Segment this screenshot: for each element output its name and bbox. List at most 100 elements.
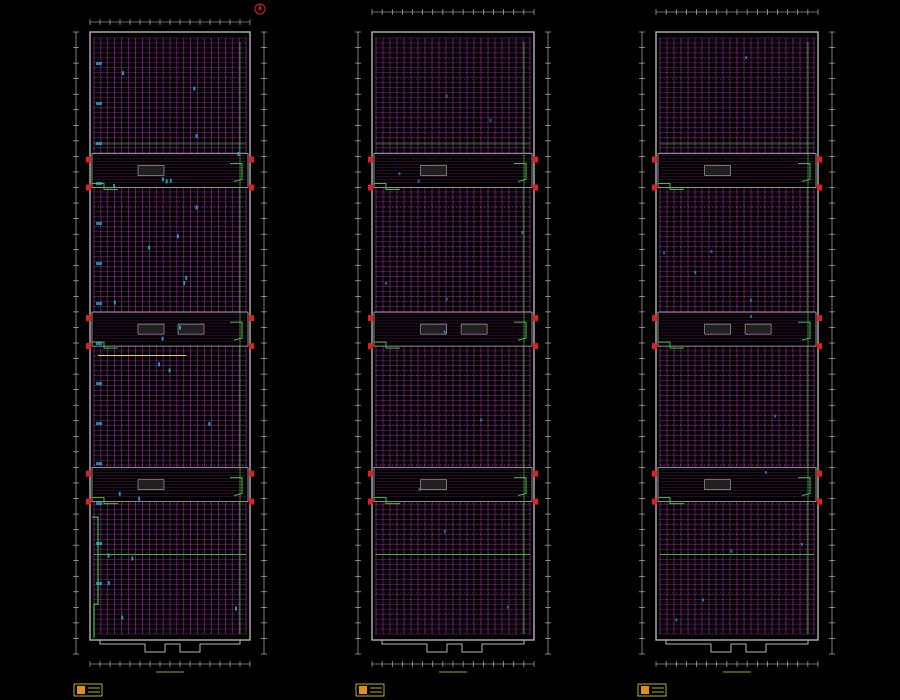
device-marker: [96, 462, 102, 465]
column-marker: [86, 498, 91, 505]
building-outline: [89, 31, 251, 641]
column-marker: [533, 156, 538, 163]
pipe-run: [92, 516, 99, 638]
stair-core: [704, 323, 731, 335]
column-marker: [817, 343, 822, 350]
floor-plan-sheet-1: [73, 3, 267, 697]
device-marker: [675, 618, 678, 622]
device-marker: [96, 342, 102, 345]
device-marker: [730, 549, 733, 553]
stair-core: [744, 323, 772, 335]
column-marker: [368, 470, 373, 477]
column-marker: [652, 156, 657, 163]
title-block-stamp: [637, 683, 667, 697]
device-marker: [96, 262, 102, 265]
column-marker: [368, 343, 373, 350]
title-block-frame: [73, 683, 103, 697]
entrance-wall: [665, 640, 809, 653]
device-marker: [237, 152, 240, 157]
column-marker: [533, 498, 538, 505]
device-marker: [138, 496, 141, 501]
column-marker: [817, 470, 822, 477]
stair-core: [704, 479, 731, 490]
column-marker: [86, 315, 91, 322]
column-marker: [533, 315, 538, 322]
pipe-run: [92, 497, 118, 505]
column-marker: [86, 184, 91, 191]
device-marker: [168, 368, 171, 373]
device-marker: [694, 271, 697, 275]
device-marker: [745, 56, 748, 60]
column-marker: [86, 470, 91, 477]
device-marker: [749, 298, 752, 302]
device-marker: [418, 488, 421, 492]
column-marker: [249, 315, 254, 322]
pipe-run: [658, 497, 684, 505]
column-marker: [249, 343, 254, 350]
title-block-stamp: [73, 683, 103, 697]
column-marker: [368, 156, 373, 163]
column-marker: [817, 498, 822, 505]
north-arrow-pointer: [258, 4, 262, 11]
device-marker: [443, 330, 446, 334]
device-marker: [113, 300, 116, 305]
building-outline: [371, 31, 535, 641]
device-marker: [208, 421, 211, 426]
stair-core: [420, 323, 447, 335]
column-marker: [249, 184, 254, 191]
column-marker: [86, 343, 91, 350]
device-marker: [96, 102, 102, 105]
title-block-logo: [77, 686, 85, 694]
device-marker: [96, 502, 102, 505]
pipe-run: [658, 341, 684, 349]
device-marker: [96, 422, 102, 425]
column-marker: [249, 156, 254, 163]
device-marker: [445, 297, 448, 301]
column-marker: [249, 470, 254, 477]
device-marker: [417, 179, 420, 183]
pipe-run: [374, 341, 400, 349]
title-block-logo: [359, 686, 367, 694]
device-marker: [158, 362, 161, 367]
stair-core: [137, 165, 165, 176]
title-block-frame: [355, 683, 385, 697]
column-marker: [368, 498, 373, 505]
device-marker: [193, 86, 196, 91]
device-marker: [764, 471, 767, 475]
pipe-run: [374, 183, 400, 191]
north-arrow-icon: [254, 3, 266, 15]
pipe-run: [658, 183, 684, 191]
device-marker: [178, 325, 181, 330]
stair-core: [420, 479, 447, 490]
column-marker: [817, 156, 822, 163]
pipe-run: [798, 477, 811, 497]
pipe-run: [798, 321, 811, 341]
device-marker: [183, 281, 186, 286]
pipe-run: [514, 163, 527, 182]
device-marker: [489, 118, 492, 122]
stair-core: [137, 323, 165, 335]
pipe-run: [230, 477, 243, 497]
stair-core: [177, 323, 205, 335]
stair-core: [460, 323, 488, 335]
device-marker: [702, 598, 705, 602]
column-marker: [533, 343, 538, 350]
entrance-wall: [381, 640, 525, 653]
device-marker: [169, 178, 172, 183]
device-marker: [107, 553, 110, 558]
device-marker: [398, 172, 401, 176]
device-marker: [161, 177, 164, 182]
entrance-wall: [99, 640, 241, 653]
device-marker: [663, 251, 666, 255]
device-marker: [750, 315, 753, 319]
device-marker: [480, 418, 483, 422]
title-block-stamp: [355, 683, 385, 697]
device-marker: [96, 142, 102, 145]
device-marker: [121, 615, 124, 620]
device-marker: [122, 71, 125, 76]
stair-core: [137, 479, 165, 490]
device-marker: [96, 542, 102, 545]
device-marker: [521, 231, 524, 235]
column-marker: [368, 184, 373, 191]
